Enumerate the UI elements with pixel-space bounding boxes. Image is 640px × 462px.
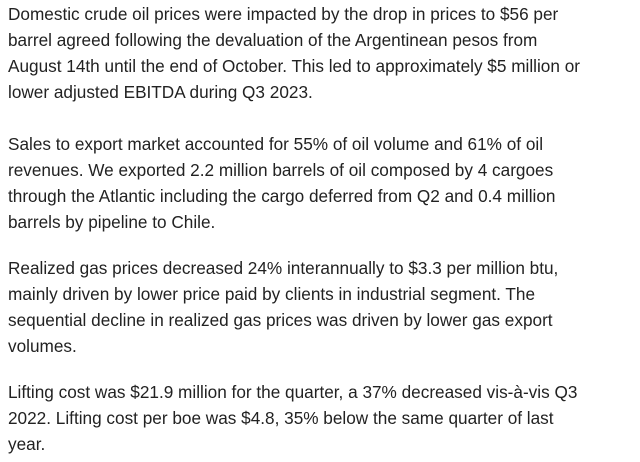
text-line: Realized gas prices decreased 24% intera… — [8, 258, 559, 278]
paragraph-lifting-cost: Lifting cost was $21.9 million for the q… — [8, 379, 636, 457]
text-line: 2022. Lifting cost per boe was $4.8, 35%… — [8, 408, 554, 428]
text-line: revenues. We exported 2.2 million barrel… — [8, 160, 554, 180]
text-line: Domestic crude oil prices were impacted … — [8, 4, 559, 24]
paragraph-gas-prices: Realized gas prices decreased 24% intera… — [8, 255, 636, 359]
text-line: year. — [8, 434, 46, 454]
text-line: mainly driven by lower price paid by cli… — [8, 284, 536, 304]
text-line: sequential decline in realized gas price… — [8, 310, 553, 330]
paragraph-export-sales: Sales to export market accounted for 55%… — [8, 131, 636, 235]
text-line: lower adjusted EBITDA during Q3 2023. — [8, 82, 313, 102]
text-line: August 14th until the end of October. Th… — [8, 56, 580, 76]
text-line: Sales to export market accounted for 55%… — [8, 134, 544, 154]
text-line: volumes. — [8, 336, 77, 356]
text-line: barrels by pipeline to Chile. — [8, 212, 216, 232]
text-line: Lifting cost was $21.9 million for the q… — [8, 382, 578, 402]
paragraph-crude-oil-prices: Domestic crude oil prices were impacted … — [8, 1, 636, 105]
text-line: through the Atlantic including the cargo… — [8, 186, 556, 206]
text-line: barrel agreed following the devaluation … — [8, 30, 538, 50]
